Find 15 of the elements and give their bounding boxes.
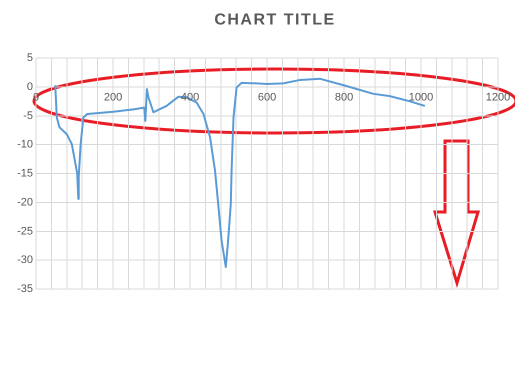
y-tick-label: 5 (26, 52, 33, 64)
x-tick-label: 800 (334, 91, 354, 104)
x-tick-label: 1000 (408, 91, 434, 104)
y-tick-label: -25 (17, 225, 33, 238)
x-tick-label: 200 (104, 91, 122, 104)
y-tick-label: -30 (17, 254, 33, 266)
y-tick-label: -35 (17, 283, 33, 296)
y-tick-label: -15 (17, 168, 33, 180)
y-tick-label: 0 (26, 80, 33, 93)
y-tick-label: -20 (17, 196, 33, 208)
x-tick-label: 600 (258, 91, 276, 104)
chart-title: CHART TITLE (214, 11, 336, 28)
y-tick-label: -10 (17, 138, 33, 151)
x-tick-label: 1200 (486, 91, 510, 104)
y-tick-label: -5 (23, 110, 33, 122)
